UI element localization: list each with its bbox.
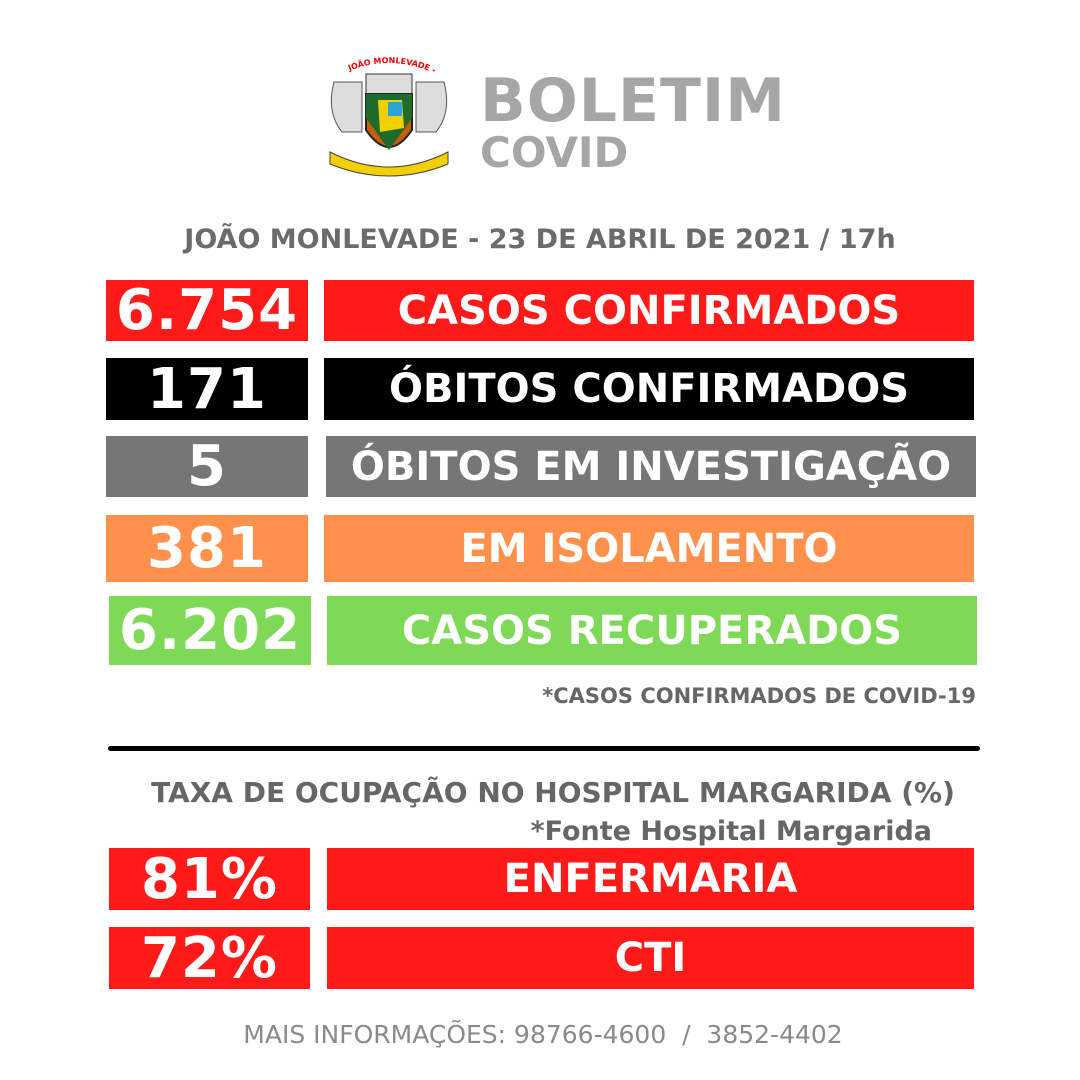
stat-label: ÓBITOS CONFIRMADOS: [324, 358, 974, 420]
stat-label: CASOS CONFIRMADOS: [324, 280, 974, 341]
occupancy-label: ENFERMARIA: [327, 848, 974, 910]
stat-label: ÓBITOS EM INVESTIGAÇÃO: [326, 436, 976, 497]
divider: [108, 746, 980, 751]
contact-footer: MAIS INFORMAÇÕES: 98766-4600 / 3852-4402: [243, 1020, 843, 1049]
stat-value: 5: [106, 434, 308, 499]
date-line: JOÃO MONLEVADE - 23 DE ABRIL DE 2021 / 1…: [184, 224, 896, 255]
svg-text:JOÃO MONLEVADE - M.G.: JOÃO MONLEVADE - M.G.: [322, 52, 440, 76]
city-coat-of-arms-logo: JOÃO MONLEVADE - M.G.: [318, 45, 456, 180]
bulletin-title: BOLETIM: [480, 66, 786, 136]
occupancy-value: 81%: [109, 847, 310, 912]
footnote: *CASOS CONFIRMADOS DE COVID-19: [542, 684, 976, 708]
stat-value: 6.202: [109, 596, 311, 665]
stat-label: EM ISOLAMENTO: [324, 515, 974, 582]
hospital-title: TAXA DE OCUPAÇÃO NO HOSPITAL MARGARIDA (…: [151, 776, 955, 809]
bulletin-subtitle: COVID: [480, 128, 629, 177]
stat-value: 381: [106, 515, 308, 582]
hospital-source: *Fonte Hospital Margarida: [530, 816, 932, 847]
occupancy-value: 72%: [109, 926, 310, 991]
occupancy-label: CTI: [327, 927, 974, 989]
stat-label: CASOS RECUPERADOS: [327, 596, 977, 665]
stat-value: 171: [106, 357, 308, 422]
stat-value: 6.754: [106, 278, 308, 343]
